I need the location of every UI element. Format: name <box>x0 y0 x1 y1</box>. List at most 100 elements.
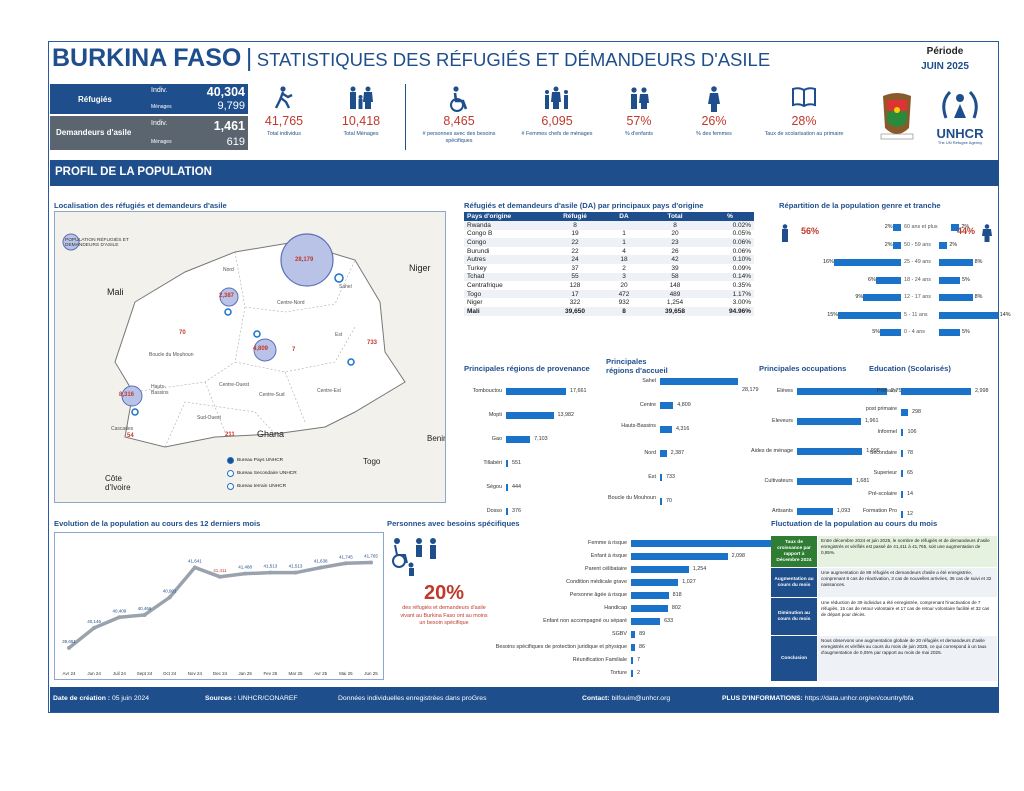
bar-label: Réunification Familiale <box>572 657 627 663</box>
pyramid-label-male: 6% <box>868 276 876 283</box>
map-legend-label: Bureau Secondaire UNHCR <box>237 471 297 476</box>
header-title: BURKINA FASO | STATISTIQUES DES RÉFUGIÉS… <box>52 44 771 72</box>
bar-label: Enfant à risque <box>590 553 627 559</box>
origin-header-cell: Total <box>667 213 683 220</box>
bar-label: post primaire <box>865 405 897 412</box>
pyramid-bar-male <box>892 224 901 231</box>
table-cell: 0.35% <box>732 281 751 289</box>
map-legend-item: Bureau Secondaire UNHCR <box>227 470 337 477</box>
pyramid-label-male: 5% <box>872 329 880 335</box>
map-legend-item: Bureau terrain UNHCR <box>227 483 337 490</box>
bar <box>631 592 669 599</box>
bar-value: 17,661 <box>570 388 587 394</box>
evolution-data-label: 41,765 <box>364 553 378 558</box>
bar-label: Handicap <box>604 605 627 611</box>
table-cell: 932 <box>618 299 630 307</box>
demandeurs-menages-label: Ménages <box>151 139 172 145</box>
fluctuation-text: Une réduction de 39 individus a été enre… <box>818 598 997 635</box>
table-cell: 472 <box>618 290 630 298</box>
map-value: 2,387 <box>219 293 235 299</box>
bar-label: Centre <box>639 402 656 408</box>
pyramid-bar-female <box>939 276 960 284</box>
bar <box>660 450 667 457</box>
bar-label: Sahel <box>642 378 656 384</box>
bar <box>506 436 531 443</box>
footer-contact[interactable]: bilfouim@unhcr.org <box>611 695 671 702</box>
woman-children-icon <box>517 86 597 112</box>
provenance-chart: Tombouctou 17,661 Mopti 13,982 Gao 7,103 Tilla… <box>454 374 604 515</box>
evolution-data-label: 41,745 <box>339 554 353 559</box>
country-label: Côte d'Ivoire <box>105 474 131 492</box>
pyramid-bar-female <box>939 241 948 249</box>
fluctuation-label: Diminution au cours du mois <box>771 598 817 635</box>
pyramid-chart: 56% 44% 2% 60 ans et plus 2% 2% 50 - 59 ans 2% 1… <box>779 212 1011 342</box>
pyramid-label-female: 5% <box>962 329 970 335</box>
section-header: PROFIL DE LA POPULATION <box>50 160 999 186</box>
bar-value: 89 <box>639 631 646 637</box>
table-cell: 0.14% <box>732 273 751 281</box>
bar-value: 298 <box>911 408 921 415</box>
evolution-tick-label: Dec 24 <box>213 671 228 676</box>
bar <box>631 631 636 638</box>
evolution-point <box>268 570 273 575</box>
pyramid-label-male: 2% <box>884 241 893 248</box>
children-icon <box>609 86 669 112</box>
section-title: PROFIL DE LA POPULATION <box>55 166 212 178</box>
bar-value: 78 <box>907 449 913 456</box>
pyramid-bar-male <box>863 294 901 301</box>
table-cell: 0.10% <box>732 256 751 264</box>
specific-summary: 20% des réfugiés et demandeurs d'asile v… <box>399 582 489 628</box>
demandeurs-indiv: 1,461 <box>213 119 245 133</box>
pyramid-label-female: 2% <box>961 224 970 230</box>
kpi-label: # Femmes chefs de ménages <box>521 131 593 137</box>
table-cell: 0.09% <box>732 264 751 272</box>
evolution-point <box>92 625 97 630</box>
bar <box>631 540 783 547</box>
table-row: Autres 24 18 42 0.10% <box>464 255 754 264</box>
bar-label: Condition médicale grave <box>566 579 627 585</box>
bar-label: Primaire <box>876 388 897 394</box>
table-cell: 0.05% <box>732 230 751 238</box>
bar <box>797 418 862 425</box>
map-value: 8,316 <box>119 392 135 398</box>
region-label: Sud-Ouest <box>197 415 221 421</box>
table-row: Mali 39,650 8 39,658 94.96% <box>464 306 754 316</box>
map-value: 54 <box>127 433 134 439</box>
table-cell: 322 <box>569 299 581 307</box>
fluctuation-text: Nous observons une augmentation globale … <box>818 636 997 681</box>
provenance-title: Principales régions de provenance <box>464 364 590 373</box>
period-label: Période <box>926 46 964 57</box>
bar <box>660 474 663 481</box>
table-cell: Congo B <box>467 230 493 238</box>
unhcr-emblem-icon <box>942 90 978 119</box>
bar-value: 1,996 <box>866 448 880 454</box>
table-cell: 1,254 <box>666 299 684 307</box>
specific-pct-text: des réfugiés et demandeurs d'asile vivan… <box>400 605 488 626</box>
bar-value: 7 <box>637 657 640 663</box>
country-name: BURKINA FASO <box>52 44 242 72</box>
map-area[interactable]: Mali Niger Ghana Togo Benin Côte d'Ivoire Nord… <box>54 211 446 503</box>
map-value: 733 <box>367 340 378 346</box>
bar <box>631 579 679 586</box>
evolution-tick-label: Jun 24 <box>87 671 101 676</box>
bar-value: 1,093 <box>836 508 851 514</box>
bar <box>660 498 662 505</box>
region-label: Centre-Ouest <box>219 382 250 388</box>
table-cell: 39 <box>671 264 679 272</box>
region-label: Cascades <box>111 426 134 432</box>
evolution-data-label: 40,146 <box>87 619 101 624</box>
region-label: Est <box>335 332 343 338</box>
bar <box>901 490 903 498</box>
footer-info-link[interactable]: https://data.unhcr.org/en/country/bfa <box>804 695 914 702</box>
table-cell: Mali <box>467 307 480 315</box>
origin-header-cell: % <box>727 213 733 220</box>
bar-value: 2,998 <box>975 388 989 394</box>
pyramid-bar-male <box>880 329 901 336</box>
bar-label: Formation Pro <box>862 508 897 514</box>
map-value: 70 <box>179 330 186 336</box>
fluctuation-table: Taux de croissance par rapport à Décembr… <box>771 536 997 682</box>
bar-value: 551 <box>512 460 521 466</box>
bar <box>506 412 554 419</box>
kpi-0: 41,765 Total individus <box>254 86 314 138</box>
footer-sources-label: Sources : <box>205 695 236 702</box>
